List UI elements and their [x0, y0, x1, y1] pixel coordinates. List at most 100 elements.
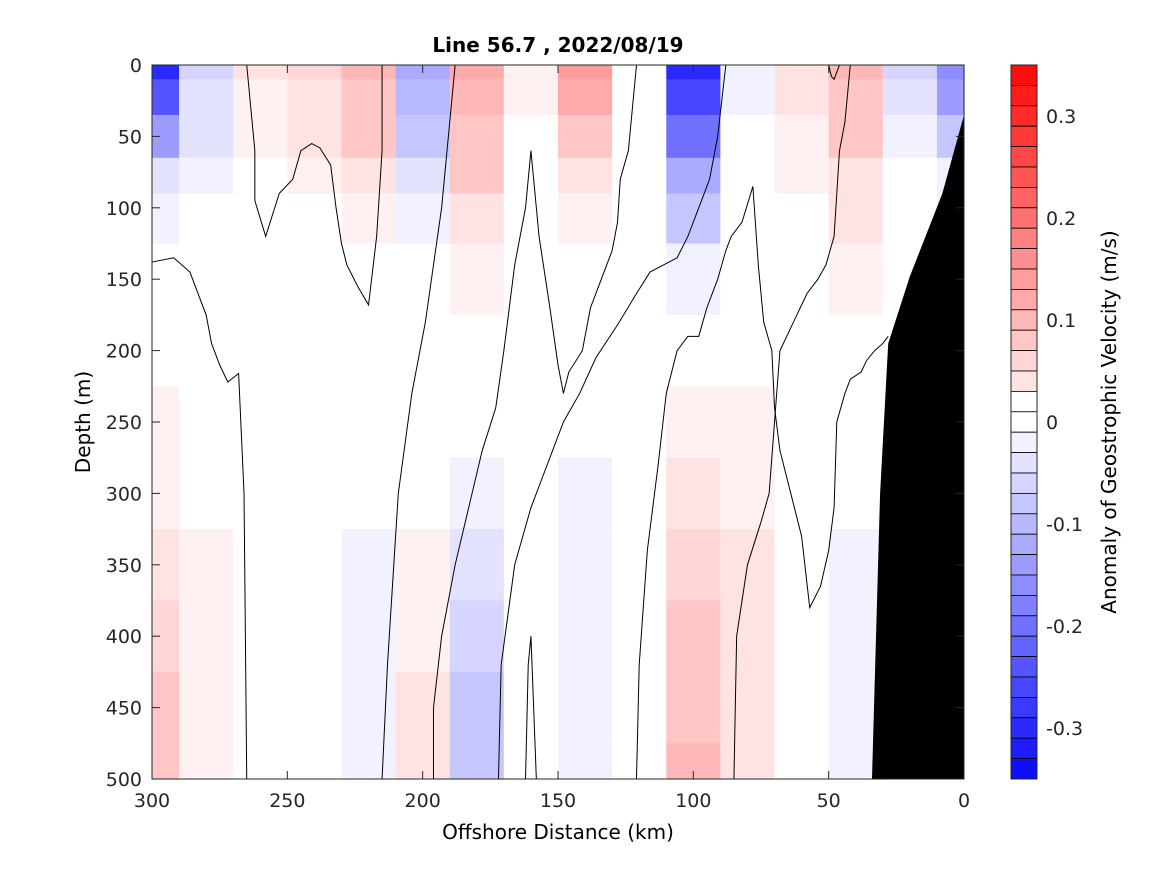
colorbar-band [1010, 125, 1038, 147]
heatmap-cell [774, 157, 830, 195]
heatmap-cell [503, 386, 559, 459]
colorbar-band [1010, 492, 1038, 515]
heatmap-cell [774, 79, 830, 116]
heatmap-cell [666, 529, 721, 602]
heatmap-cell [341, 193, 397, 245]
heatmap-cell [882, 65, 938, 80]
heatmap-cell [152, 65, 180, 80]
heatmap-cell [233, 386, 288, 459]
x-tick-label: 100 [675, 790, 711, 812]
heatmap-cell [774, 114, 830, 159]
heatmap-cell [720, 600, 776, 673]
heatmap-cell [503, 243, 559, 316]
heatmap-cell [152, 193, 180, 245]
heatmap-cell [503, 671, 559, 744]
heatmap-cell [449, 600, 505, 673]
heatmap-cell [395, 386, 451, 459]
heatmap-cell [179, 114, 234, 159]
x-tick-label: 50 [817, 790, 841, 812]
heatmap-cell [449, 314, 505, 387]
heatmap-cell [287, 193, 343, 245]
zero-contour-line [828, 64, 840, 81]
x-tick-label: 150 [540, 790, 576, 812]
heatmap-cell [882, 79, 938, 116]
heatmap-cell [179, 157, 234, 195]
colorbar-band [1010, 635, 1038, 658]
heatmap-cell [666, 457, 721, 530]
heatmap-cell [341, 79, 397, 116]
heatmap-cell [558, 457, 613, 530]
heatmap-cell [828, 243, 884, 316]
heatmap-cell [233, 243, 288, 316]
heatmap-cell [558, 79, 613, 116]
heatmap-cell [179, 386, 234, 459]
heatmap-cell [449, 529, 505, 602]
colorbar-tick-label: 0.2 [1046, 208, 1076, 230]
colorbar-band [1010, 513, 1038, 535]
colorbar-band [1010, 452, 1038, 474]
bathymetry [871, 114, 964, 780]
heatmap-cell [341, 386, 397, 459]
heatmap-cell [341, 671, 397, 744]
zero-contour-line [246, 64, 383, 307]
heatmap-layer [152, 65, 965, 780]
colorbar-band [1010, 329, 1038, 352]
heatmap-cell [179, 671, 234, 744]
heatmap-cell [558, 157, 613, 195]
heatmap-cell [152, 743, 180, 780]
heatmap-cell [233, 79, 288, 116]
heatmap-cell [341, 743, 397, 780]
heatmap-cell [558, 65, 613, 80]
heatmap-cell [449, 671, 505, 744]
colorbar-band [1010, 146, 1038, 168]
heatmap-cell [395, 529, 451, 602]
colorbar-tick-label: -0.3 [1046, 718, 1083, 740]
heatmap-cell [503, 79, 559, 116]
heatmap-cell [449, 193, 505, 245]
heatmap-cell [558, 386, 613, 459]
heatmap-cell [287, 529, 343, 602]
heatmap-cell [720, 314, 776, 387]
heatmap-cell [936, 65, 965, 80]
heatmap-cell [720, 79, 776, 116]
colorbar-band [1010, 370, 1038, 392]
heatmap-cell [774, 386, 830, 459]
zero-contour-line [733, 64, 851, 780]
colorbar-band [1010, 656, 1038, 678]
heatmap-cell [503, 529, 559, 602]
heatmap-cell [558, 193, 613, 245]
heatmap-cell [233, 157, 288, 195]
heatmap-cell [233, 314, 288, 387]
heatmap-cell [666, 193, 721, 245]
heatmap-cell [558, 600, 613, 673]
colorbar-band [1010, 717, 1038, 739]
colorbar-band [1010, 186, 1038, 209]
x-tick-label: 200 [405, 790, 441, 812]
heatmap-cell [341, 314, 397, 387]
heatmap-cell [774, 743, 830, 780]
heatmap-cell [395, 457, 451, 530]
heatmap-cell [558, 243, 613, 316]
heatmap-cell [612, 671, 667, 744]
heatmap-cell [395, 79, 451, 116]
y-tick-label: 250 [106, 412, 142, 434]
heatmap-cell [720, 386, 776, 459]
colorbar-band [1010, 248, 1038, 270]
heatmap-cell [503, 157, 559, 195]
zero-contour-line [432, 64, 637, 779]
heatmap-cell [720, 157, 776, 195]
heatmap-cell [233, 114, 288, 159]
heatmap-cell [449, 743, 505, 780]
heatmap-cell [666, 114, 721, 159]
colorbar-band [1010, 105, 1038, 127]
heatmap-cell [828, 65, 884, 80]
zero-contour-line [525, 636, 537, 780]
heatmap-cell [179, 529, 234, 602]
heatmap-cell [287, 157, 343, 195]
heatmap-cell [828, 314, 884, 387]
y-tick-label: 450 [106, 698, 142, 720]
heatmap-cell [828, 79, 884, 116]
x-tick-label: 250 [269, 790, 305, 812]
heatmap-cell [828, 193, 884, 245]
